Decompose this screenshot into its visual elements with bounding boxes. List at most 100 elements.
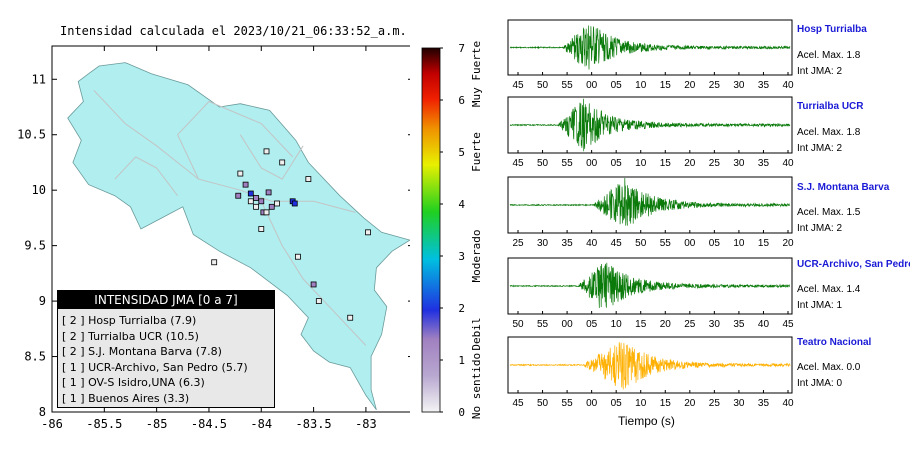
trace-tick-label: 10 [635,158,647,169]
y-tick-label: 8 [39,405,46,419]
station-name: Turrialba UCR [797,101,864,112]
road-line [93,90,356,213]
road-line [239,134,304,180]
trace-tick-label: 20 [684,158,696,169]
legend-row: [ 1 ] OV-S Isidro,UNA (6.3) [62,376,205,389]
trace-tick-label: 35 [733,319,745,330]
station-marker [237,170,244,177]
trace-tick-label: 05 [611,398,623,409]
trace-tick-label: 45 [512,398,524,409]
station-marker [310,281,317,288]
trace-tick-label: 30 [733,398,745,409]
y-tick-label: 10.5 [17,128,46,142]
legend-row: [ 2 ] S.J. Montana Barva (7.8) [62,345,222,358]
waveform-panel: 45 50 55 00 05 10 15 20 25 30 35 40 45 50 55 00 05 10 15 20… [507,19,794,409]
y-tick-label: 10 [32,183,46,197]
trace-tick-label: 15 [635,319,647,330]
trace-tick-label: 55 [562,398,574,409]
trace-tick-label: 20 [684,398,696,409]
intensity-map: -86 -85.5 -85 -84.5 -84 -83.5 -83 8 8.5 9 9.5 10 10.… [17,45,410,431]
trace-waveform [509,342,791,390]
trace-tick-label: 05 [611,158,623,169]
trace-tick-label: 30 [733,158,745,169]
trace-tick-label: 15 [660,158,672,169]
trace-tick-label: 45 [611,238,623,249]
station-intensity: Int JMA: 2 [797,223,843,234]
station-marker [279,159,286,166]
trace-tick-label: 25 [709,158,721,169]
trace-tick-label: 50 [635,238,647,249]
station-marker [253,195,259,201]
x-tick-label: -84.5 [191,417,227,431]
station-marker [291,200,298,207]
trace-tick-label: 15 [758,238,770,249]
colorbar-category-label: No sentido [470,353,483,419]
trace-tick-label: 25 [512,238,524,249]
trace-waveform [509,98,791,152]
station-marker [253,203,259,210]
station-marker [258,226,265,232]
trace-tick-label: 10 [635,398,647,409]
colorbar-tick-label: 4 [458,198,465,211]
trace-tick-label: 35 [758,80,770,91]
trace-tick-label: 05 [586,319,598,330]
trace-tick-label: 35 [562,238,574,249]
trace-tick-label: 05 [611,80,623,91]
station-marker [268,203,275,210]
trace-tick-label: 30 [537,238,549,249]
station-accel: Acel. Max. 1.8 [797,127,861,138]
trace-tick-label: 55 [562,158,574,169]
trace-tick-label: 00 [562,319,574,330]
colorbar-tick-label: 6 [458,94,465,107]
station-marker [274,200,280,207]
trace-waveform [509,262,791,309]
trace-tick-label: 50 [537,80,549,91]
colorbar-tick-label: 2 [458,302,465,315]
station-marker [315,298,322,304]
colorbar-tick-label: 0 [458,406,465,419]
colorbar-category-label: Muy Fuerte [470,41,483,107]
trace-tick-label: 55 [537,319,549,330]
station-marker [263,209,270,216]
x-tick-label: -83.5 [296,417,332,431]
station-accel: Acel. Max. 1.8 [797,50,861,61]
trace-tick-label: 20 [660,319,672,330]
map-title: Intensidad calculada el 2023/10/21_06:33… [60,24,407,38]
trace-tick-label: 55 [562,80,574,91]
trace-tick-label: 10 [635,80,647,91]
trace-tick-label: 25 [709,80,721,91]
station-name: Teatro Nacional [797,337,872,348]
trace-tick-label: 30 [709,319,721,330]
colorbar-tick-label: 3 [458,250,465,263]
station-name: S.J. Montana Barva [797,182,890,193]
trace-tick-label: 50 [537,158,549,169]
x-tick-label: -85.5 [86,417,122,431]
station-accel: Acel. Max. 0.0 [797,362,861,373]
road-line [177,100,294,180]
station-marker [294,253,301,260]
station-marker [211,259,218,266]
road-line [260,201,367,346]
trace-tick-label: 15 [660,398,672,409]
legend-row: [ 1 ] Buenos Aires (3.3) [62,391,190,405]
station-intensity: Int JMA: 1 [797,300,843,311]
legend-row: [ 2 ] Hosp Turrialba (7.9) [62,314,197,327]
trace-tick-label: 40 [758,319,770,330]
trace-tick-label: 00 [684,238,696,249]
colorbar-tick-label: 7 [458,42,465,55]
colorbar-gradient [421,47,441,413]
trace-tick-label: 35 [758,158,770,169]
x-tick-label: -86 [41,417,63,431]
station-name: Hosp Turrialba [797,24,867,35]
station-marker [235,192,242,199]
country-outline [67,62,410,411]
trace-tick-label: 10 [611,319,623,330]
station-accel: Acel. Max. 1.5 [797,207,861,218]
x-tick-label: -83 [355,417,377,431]
legend-title: INTENSIDAD JMA [0 a 7] [58,291,274,309]
colorbar-tick-label: 5 [458,146,465,159]
trace-tick-label: 20 [684,80,696,91]
station-intensity: Int JMA: 0 [797,378,843,389]
legend-row: [ 1 ] UCR-Archivo, San Pedro (5.7) [62,360,248,374]
trace-tick-label: 15 [660,80,672,91]
